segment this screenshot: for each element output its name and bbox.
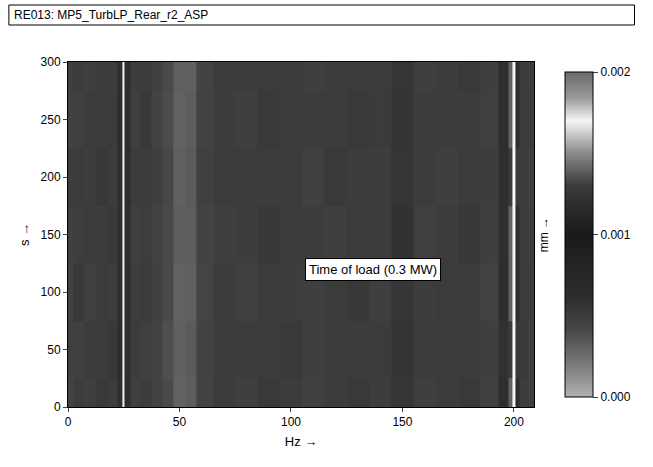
svg-text:150: 150 [41, 228, 61, 242]
svg-text:0.002: 0.002 [600, 65, 630, 79]
svg-text:0.001: 0.001 [600, 228, 630, 242]
svg-text:0.000: 0.000 [600, 390, 630, 404]
svg-text:50: 50 [47, 343, 61, 357]
svg-text:300: 300 [41, 55, 61, 69]
svg-text:250: 250 [41, 113, 61, 127]
svg-text:200: 200 [41, 170, 61, 184]
svg-text:100: 100 [281, 415, 301, 429]
svg-text:50: 50 [173, 415, 187, 429]
svg-text:Hz →: Hz → [285, 434, 318, 449]
svg-text:0: 0 [54, 400, 61, 414]
svg-text:RE013: MP5_TurbLP_Rear_r2_ASP: RE013: MP5_TurbLP_Rear_r2_ASP [14, 8, 208, 22]
svg-text:mm →: mm → [537, 217, 551, 252]
svg-text:s →: s → [17, 223, 32, 246]
svg-text:0: 0 [65, 415, 72, 429]
svg-text:150: 150 [392, 415, 412, 429]
svg-text:Time of load (0.3 MW): Time of load (0.3 MW) [309, 262, 437, 277]
svg-text:100: 100 [41, 285, 61, 299]
svg-text:200: 200 [504, 415, 524, 429]
